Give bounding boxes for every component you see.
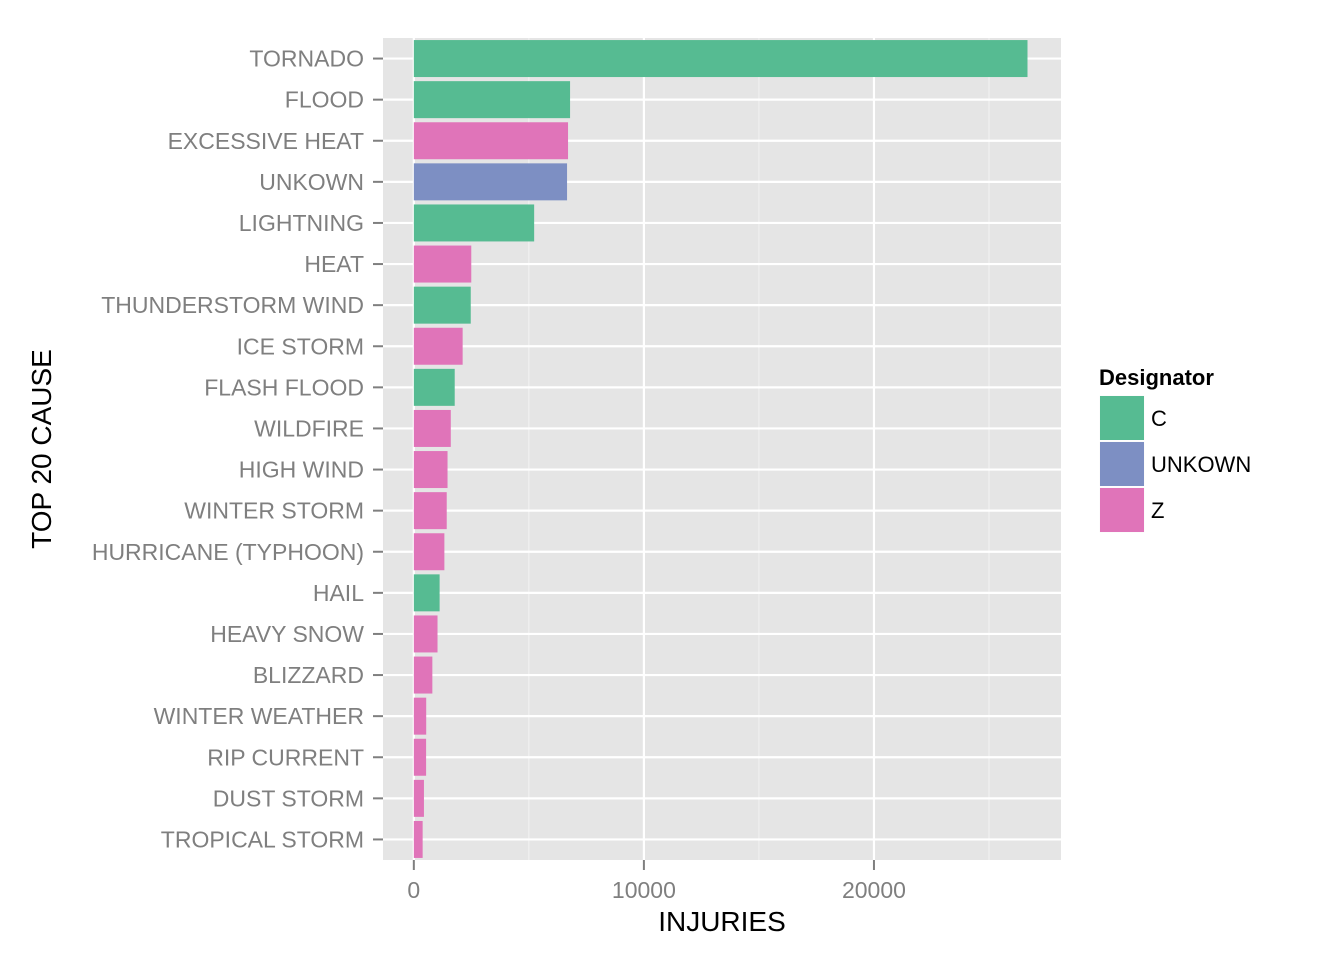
x-axis-title: INJURIES [658,906,786,937]
bar-heavy-snow [413,615,438,653]
bar-flood [413,81,571,119]
y-tick-label: TROPICAL STORM [161,826,364,852]
y-tick-label: HAIL [313,580,364,606]
y-tick-label: ICE STORM [237,333,364,359]
y-tick-label: HEAVY SNOW [210,621,364,647]
bar-hail [413,574,440,612]
bar-flash-flood [413,368,455,406]
bar-rip-current [413,738,427,776]
y-tick-label: FLOOD [285,87,364,113]
x-tick-label: 20000 [842,877,906,903]
bar-tornado [413,40,1028,78]
bar-winter-weather [413,697,427,735]
bars-layer [413,40,1028,858]
legend-swatch-c [1100,396,1144,440]
bar-lightning [413,204,535,242]
y-tick-label: HIGH WIND [239,457,364,483]
x-tick-label: 10000 [612,877,676,903]
legend-label: C [1151,406,1167,431]
bar-dust-storm [413,779,424,817]
y-tick-label: HEAT [304,251,364,277]
y-tick-label: LIGHTNING [239,210,364,236]
y-axis: TORNADO FLOOD EXCESSIVE HEAT UNKOWN LIGHTNIN… [92,46,383,852]
y-tick-label: FLASH FLOOD [204,374,364,400]
y-tick-label: BLIZZARD [253,662,364,688]
bar-blizzard [413,656,433,694]
y-tick-label: WILDFIRE [254,415,364,441]
plot-panel [383,38,1061,860]
legend-label: UNKOWN [1151,452,1251,477]
bar-excessive-heat [413,122,569,160]
bar-thunderstorm-wind [413,286,471,324]
bar-winter-storm [413,492,447,530]
bar-hurricane-typhoon [413,533,445,571]
bar-wildfire [413,409,451,447]
bar-ice-storm [413,327,463,365]
legend-swatch-unkown [1100,442,1144,486]
bar-tropical-storm [413,820,423,858]
y-tick-label: WINTER STORM [184,498,364,524]
y-tick-label: RIP CURRENT [207,744,364,770]
legend: Designator C UNKOWN Z [1098,365,1251,534]
y-axis-title: TOP 20 CAUSE [26,349,57,549]
y-tick-label: TORNADO [249,46,364,72]
y-tick-label: THUNDERSTORM WIND [101,292,364,318]
x-axis: 0 10000 20000 [407,860,906,903]
y-tick-label: EXCESSIVE HEAT [168,128,364,154]
bar-unkown [413,163,568,201]
legend-swatch-z [1100,488,1144,532]
y-tick-label: UNKOWN [259,169,364,195]
x-tick-label: 0 [407,877,420,903]
legend-title: Designator [1099,365,1214,390]
grid-layer [383,38,1061,860]
bar-heat [413,245,472,283]
y-tick-label: DUST STORM [213,785,364,811]
y-tick-label: WINTER WEATHER [154,703,364,729]
y-tick-label: HURRICANE (TYPHOON) [92,539,364,565]
legend-label: Z [1151,498,1164,523]
bar-high-wind [413,451,448,489]
